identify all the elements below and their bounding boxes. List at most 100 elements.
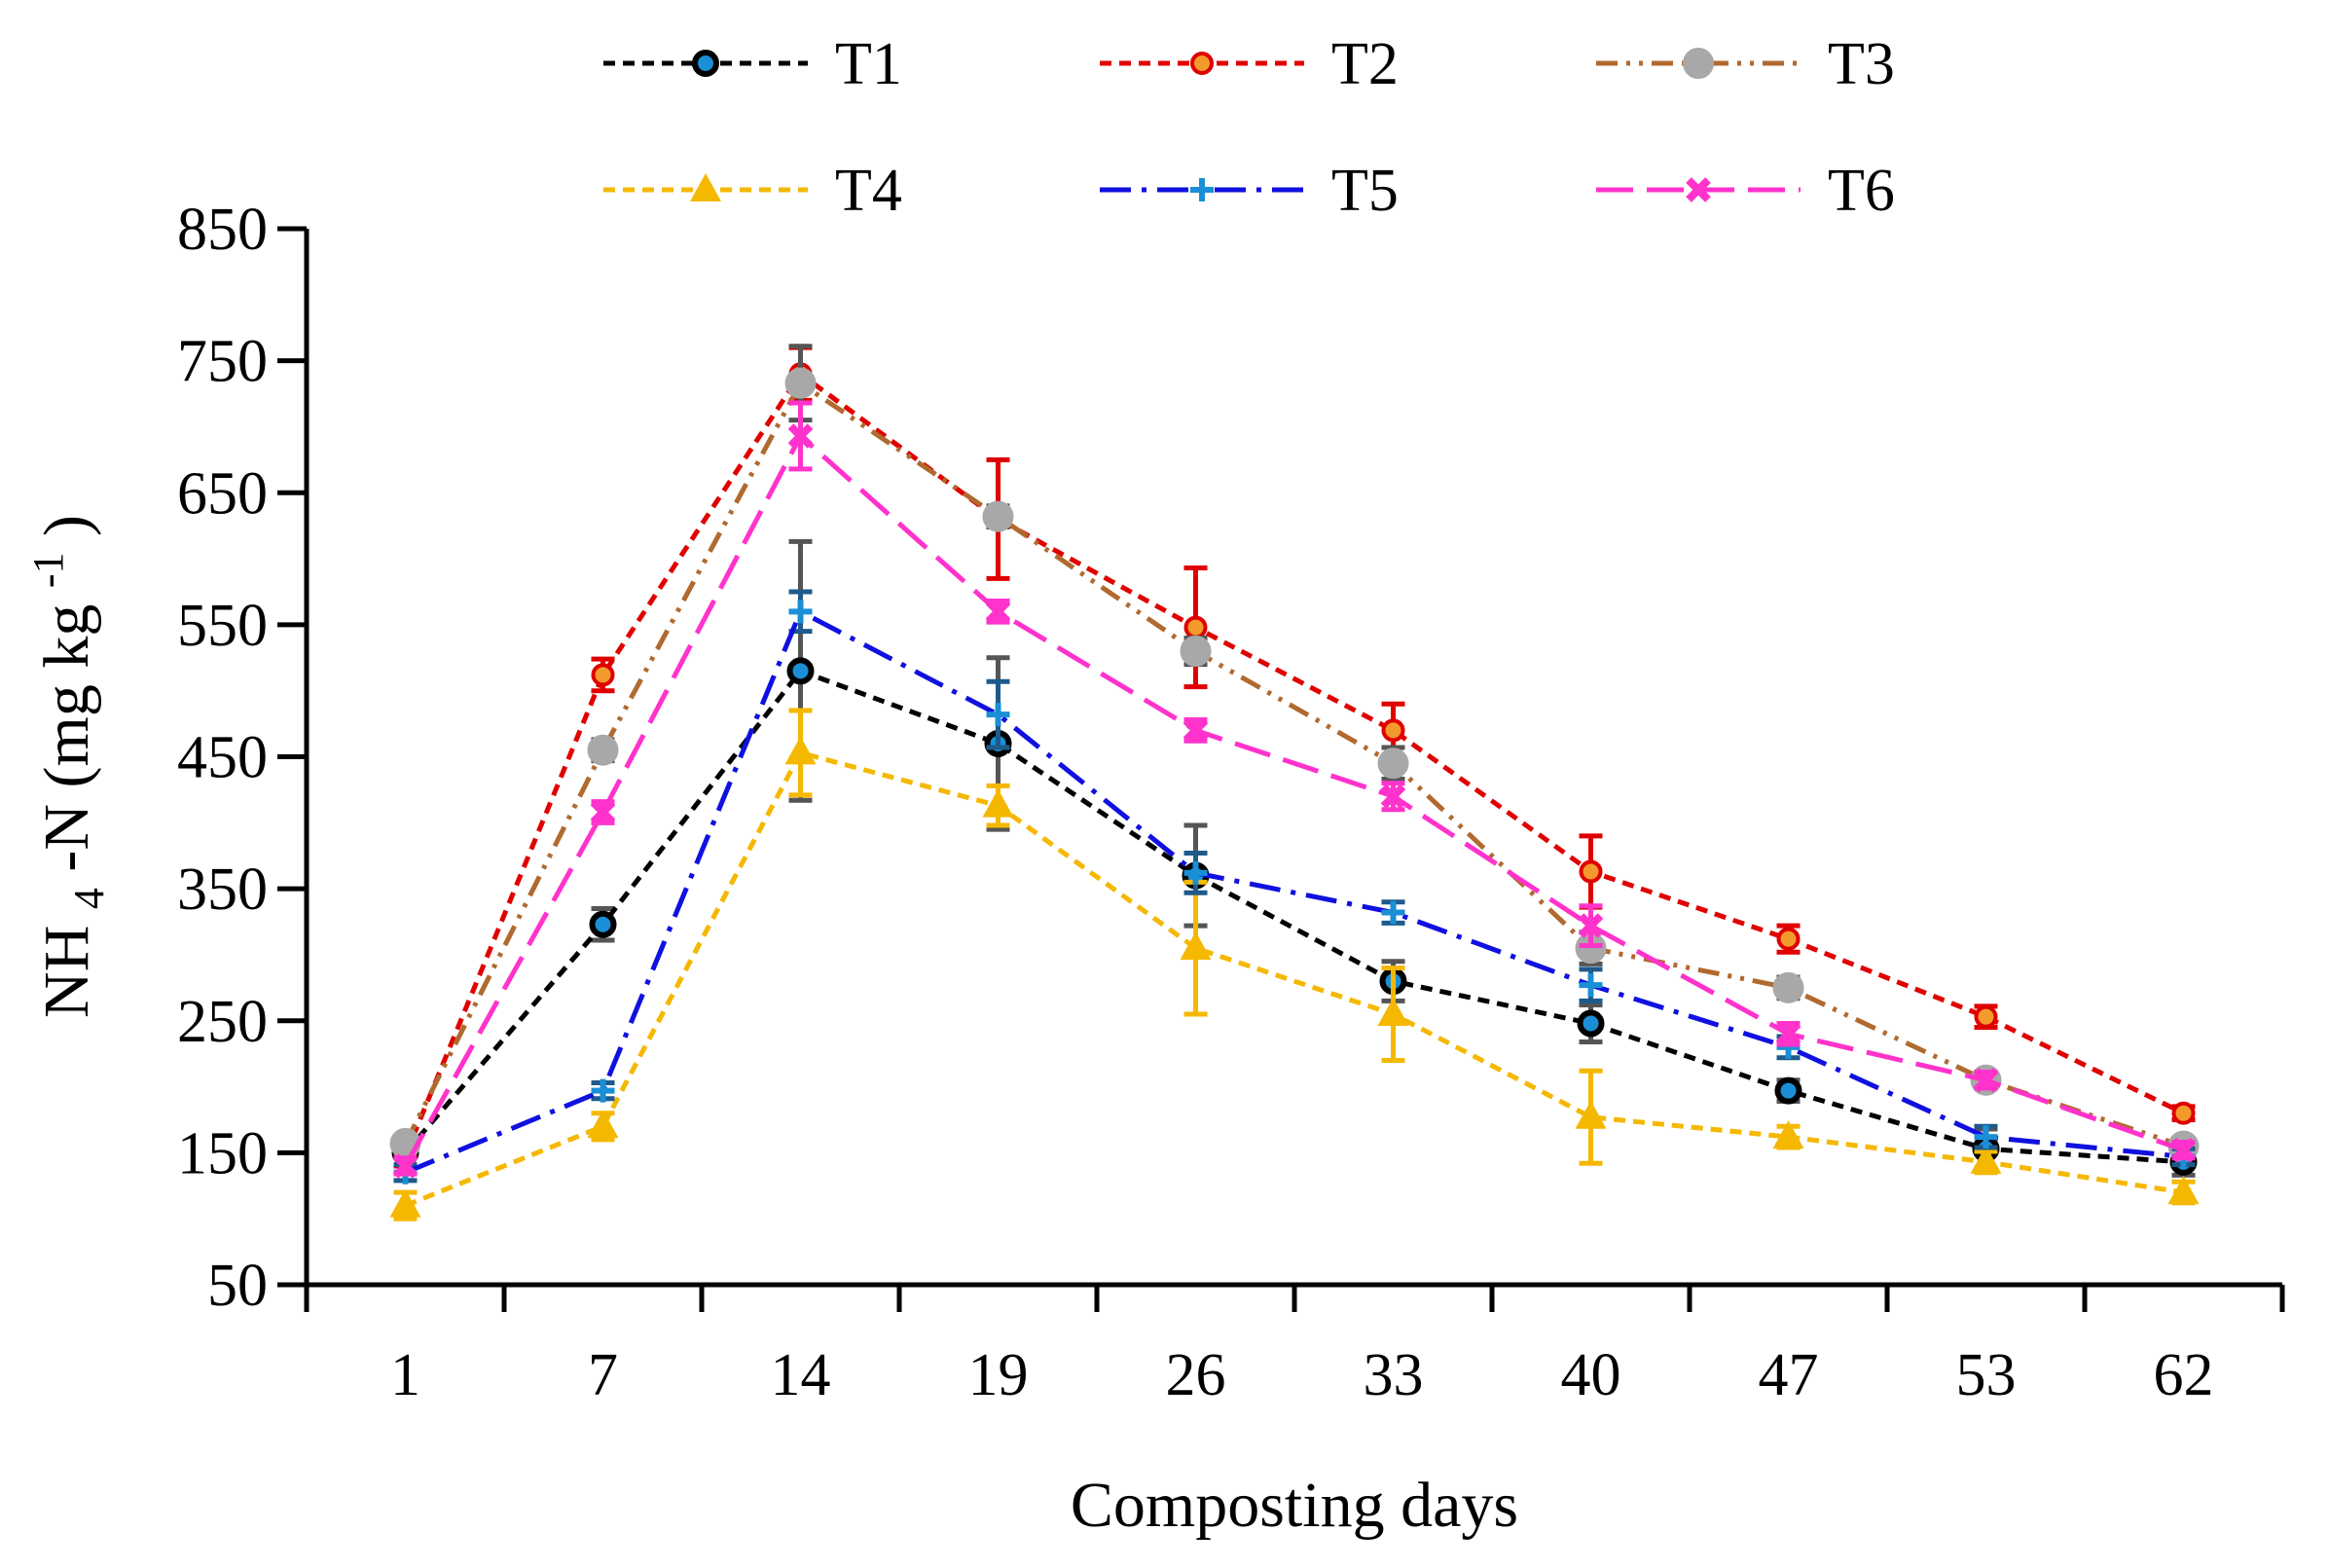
y-axis-title-base: NH bbox=[31, 926, 102, 1018]
y-tick-label: 750 bbox=[177, 329, 268, 395]
plot-area bbox=[389, 344, 2200, 1222]
x-axis-title: Composting days bbox=[1071, 1470, 1518, 1541]
series-line bbox=[403, 370, 2185, 1157]
data-point bbox=[1578, 913, 1604, 938]
data-point bbox=[1776, 927, 1801, 951]
y-tick-label: 50 bbox=[207, 1253, 268, 1319]
legend-item-t6: T6 bbox=[1596, 158, 1895, 224]
data-point bbox=[1183, 615, 1208, 639]
y-ticks: 50 150 250 350 450 550 650 750 850 bbox=[177, 197, 307, 1319]
series-line bbox=[404, 607, 2184, 1176]
x-tick-label: 47 bbox=[1759, 1342, 1819, 1408]
data-point bbox=[591, 663, 615, 687]
data-point bbox=[1180, 931, 1212, 961]
y-axis-title-unit: -N (mg kg bbox=[31, 604, 102, 872]
series-line bbox=[404, 749, 2184, 1208]
data-point bbox=[784, 736, 817, 765]
x-tick-label: 33 bbox=[1364, 1342, 1424, 1408]
legend: T1 T2 T3 T4 T5 T6 bbox=[603, 31, 1895, 224]
data-point bbox=[2171, 1101, 2196, 1125]
series-t4 bbox=[389, 708, 2200, 1222]
data-point bbox=[1772, 971, 1804, 1003]
data-point bbox=[1183, 860, 1208, 885]
series-t6 bbox=[392, 400, 2197, 1179]
data-point bbox=[788, 600, 813, 624]
legend-marker bbox=[692, 50, 719, 77]
data-point bbox=[1974, 1004, 1998, 1029]
legend-item-t5: T5 bbox=[1100, 158, 1399, 224]
data-point bbox=[1775, 1021, 1801, 1047]
y-tick-label: 850 bbox=[177, 197, 268, 263]
series-line bbox=[403, 668, 2184, 1165]
data-point bbox=[1381, 900, 1405, 925]
y-axis-title-end: ) bbox=[31, 515, 102, 536]
legend-item-t3: T3 bbox=[1596, 31, 1895, 97]
data-point bbox=[1381, 718, 1405, 743]
data-point bbox=[1579, 973, 1603, 998]
data-point bbox=[1380, 784, 1406, 810]
series-t3 bbox=[389, 344, 2200, 1162]
data-point bbox=[590, 799, 616, 825]
x-tick-label: 19 bbox=[968, 1342, 1029, 1408]
legend-marker bbox=[690, 173, 721, 201]
data-point bbox=[587, 734, 619, 766]
data-point bbox=[986, 703, 1010, 727]
data-point bbox=[1973, 1067, 1999, 1093]
data-point bbox=[591, 1078, 615, 1103]
x-tick-label: 26 bbox=[1166, 1342, 1226, 1408]
legend-item-t2: T2 bbox=[1100, 31, 1399, 97]
legend-marker bbox=[1190, 52, 1214, 75]
legend-label: T1 bbox=[835, 31, 902, 97]
y-axis-title-subscript: 4 bbox=[65, 888, 113, 909]
y-tick-label: 450 bbox=[177, 725, 268, 791]
legend-label: T4 bbox=[835, 158, 902, 224]
legend-marker bbox=[1686, 177, 1711, 202]
data-point bbox=[1180, 636, 1212, 667]
data-point bbox=[982, 500, 1014, 532]
axes: 50 150 250 350 450 550 650 750 850 1 7 14 19 26 33 40 4… bbox=[177, 197, 2285, 1408]
x-ticks: 1 7 14 19 26 33 40 47 53 62 bbox=[304, 1285, 2285, 1408]
data-point bbox=[982, 788, 1014, 818]
y-tick-label: 250 bbox=[177, 989, 268, 1055]
y-axis-title: NH 4 -N (mg kg -1 ) bbox=[6, 515, 118, 1018]
legend-label: T3 bbox=[1828, 31, 1895, 97]
data-point bbox=[392, 1153, 418, 1179]
y-tick-label: 350 bbox=[177, 857, 268, 923]
x-tick-label: 7 bbox=[588, 1342, 618, 1408]
series-line bbox=[403, 431, 2185, 1168]
legend-label: T5 bbox=[1331, 158, 1399, 224]
data-point bbox=[587, 1110, 619, 1139]
data-point bbox=[389, 1188, 421, 1218]
x-tick-label: 40 bbox=[1561, 1342, 1621, 1408]
data-point bbox=[1377, 748, 1409, 780]
y-axis-title-superscript: -1 bbox=[24, 553, 72, 589]
data-point bbox=[1774, 1076, 1802, 1105]
data-point bbox=[2170, 1137, 2197, 1163]
data-point bbox=[985, 599, 1011, 625]
legend-item-t4: T4 bbox=[603, 158, 902, 224]
legend-item-t1: T1 bbox=[603, 31, 902, 97]
legend-marker bbox=[1190, 178, 1214, 201]
y-tick-label: 550 bbox=[177, 593, 268, 659]
data-point bbox=[1575, 1100, 1607, 1129]
data-point bbox=[589, 910, 617, 938]
series-t2 bbox=[393, 345, 2196, 1169]
data-point bbox=[1377, 997, 1409, 1026]
x-tick-label: 14 bbox=[771, 1342, 831, 1408]
data-point bbox=[786, 657, 815, 685]
legend-label: T2 bbox=[1331, 31, 1399, 97]
x-tick-label: 1 bbox=[390, 1342, 420, 1408]
legend-marker bbox=[1683, 48, 1714, 79]
data-point bbox=[1183, 717, 1209, 744]
series-t5 bbox=[393, 589, 2196, 1185]
series-line bbox=[403, 380, 2185, 1149]
data-point bbox=[1577, 1009, 1605, 1038]
data-point bbox=[784, 367, 817, 399]
data-point bbox=[2167, 1176, 2200, 1205]
data-point bbox=[1772, 1120, 1804, 1149]
y-tick-label: 150 bbox=[177, 1120, 268, 1186]
legend-label: T6 bbox=[1828, 158, 1895, 224]
data-point bbox=[787, 423, 814, 449]
x-tick-label: 53 bbox=[1956, 1342, 2017, 1408]
